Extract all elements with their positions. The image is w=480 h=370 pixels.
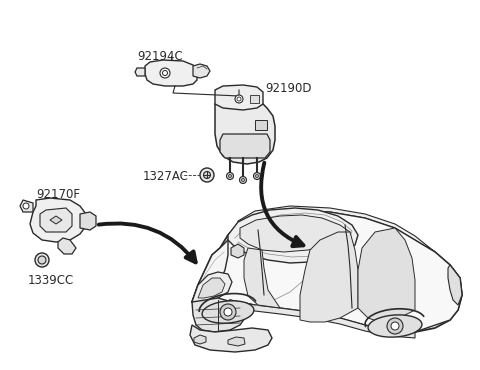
Polygon shape [238, 206, 435, 252]
Polygon shape [192, 228, 328, 308]
Polygon shape [135, 68, 145, 76]
Circle shape [35, 253, 49, 267]
Circle shape [160, 68, 170, 78]
Polygon shape [215, 85, 263, 110]
Circle shape [38, 256, 46, 264]
Polygon shape [218, 300, 415, 338]
Polygon shape [192, 298, 245, 332]
Circle shape [253, 172, 261, 179]
Circle shape [235, 95, 243, 103]
Polygon shape [58, 238, 76, 254]
Polygon shape [240, 215, 350, 252]
Text: 1327AC: 1327AC [143, 170, 189, 183]
Circle shape [23, 203, 29, 209]
Polygon shape [255, 120, 267, 130]
Text: 1339CC: 1339CC [28, 274, 74, 287]
Circle shape [241, 178, 244, 182]
Text: 92170F: 92170F [36, 188, 80, 201]
Polygon shape [250, 95, 259, 103]
Polygon shape [244, 248, 280, 308]
Polygon shape [228, 337, 245, 346]
Polygon shape [198, 278, 225, 298]
Polygon shape [220, 134, 270, 158]
Circle shape [240, 176, 247, 184]
Text: 92190D: 92190D [265, 82, 312, 95]
Polygon shape [448, 265, 462, 305]
Circle shape [224, 308, 232, 316]
FancyArrowPatch shape [99, 223, 196, 262]
Polygon shape [300, 232, 358, 322]
Circle shape [387, 318, 403, 334]
Polygon shape [228, 208, 358, 263]
Text: 92194C: 92194C [137, 50, 183, 63]
Polygon shape [231, 244, 244, 258]
Polygon shape [215, 104, 275, 164]
Circle shape [227, 172, 233, 179]
Circle shape [204, 172, 211, 178]
Circle shape [237, 97, 241, 101]
Polygon shape [193, 64, 210, 78]
Circle shape [255, 175, 259, 178]
Polygon shape [40, 208, 72, 232]
Polygon shape [192, 210, 462, 332]
Circle shape [391, 322, 399, 330]
Ellipse shape [368, 315, 422, 337]
Polygon shape [50, 216, 62, 224]
Polygon shape [20, 200, 33, 212]
Circle shape [163, 71, 168, 75]
Polygon shape [80, 212, 96, 230]
Polygon shape [194, 335, 206, 344]
Circle shape [220, 304, 236, 320]
Polygon shape [208, 210, 462, 332]
Circle shape [228, 175, 231, 178]
Polygon shape [358, 228, 415, 322]
Polygon shape [145, 60, 197, 86]
Polygon shape [192, 272, 232, 302]
FancyArrowPatch shape [261, 163, 303, 246]
Polygon shape [190, 325, 272, 352]
Ellipse shape [202, 301, 254, 323]
Polygon shape [30, 198, 86, 242]
Circle shape [200, 168, 214, 182]
